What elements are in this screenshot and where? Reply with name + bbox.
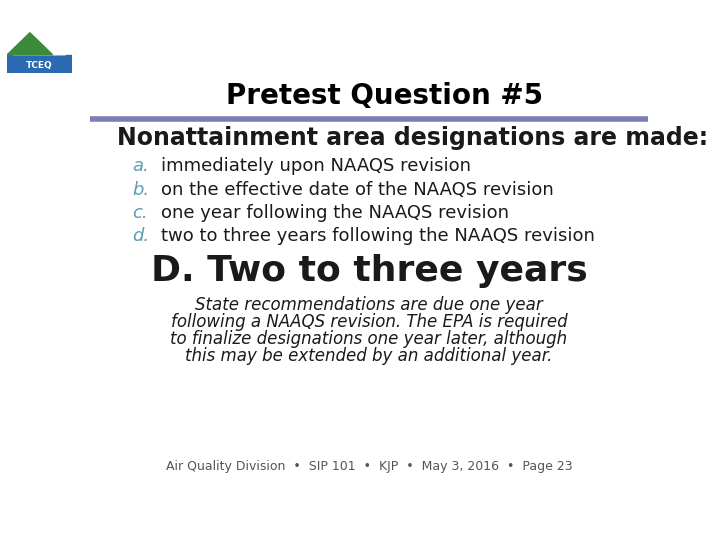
Text: a.: a. bbox=[132, 158, 149, 176]
Text: D. Two to three years: D. Two to three years bbox=[150, 254, 588, 288]
Text: c.: c. bbox=[132, 204, 148, 221]
Text: on the effective date of the NAAQS revision: on the effective date of the NAAQS revis… bbox=[161, 180, 554, 199]
Text: b.: b. bbox=[132, 180, 150, 199]
Text: one year following the NAAQS revision: one year following the NAAQS revision bbox=[161, 204, 509, 221]
Polygon shape bbox=[14, 16, 66, 55]
Text: this may be extended by an additional year.: this may be extended by an additional ye… bbox=[185, 347, 553, 365]
Text: d.: d. bbox=[132, 227, 150, 245]
Text: to finalize designations one year later, although: to finalize designations one year later,… bbox=[171, 330, 567, 348]
Text: Air Quality Division  •  SIP 101  •  KJP  •  May 3, 2016  •  Page 23: Air Quality Division • SIP 101 • KJP • M… bbox=[166, 460, 572, 473]
Text: two to three years following the NAAQS revision: two to three years following the NAAQS r… bbox=[161, 227, 595, 245]
Text: Pretest Question #5: Pretest Question #5 bbox=[226, 82, 543, 110]
Bar bbox=[7, 55, 72, 73]
Text: immediately upon NAAQS revision: immediately upon NAAQS revision bbox=[161, 158, 472, 176]
Text: following a NAAQS revision. The EPA is required: following a NAAQS revision. The EPA is r… bbox=[171, 313, 567, 331]
Text: State recommendations are due one year: State recommendations are due one year bbox=[195, 296, 543, 314]
Polygon shape bbox=[7, 33, 53, 55]
Text: TCEQ: TCEQ bbox=[26, 60, 53, 70]
Text: Nonattainment area designations are made:: Nonattainment area designations are made… bbox=[117, 126, 708, 150]
